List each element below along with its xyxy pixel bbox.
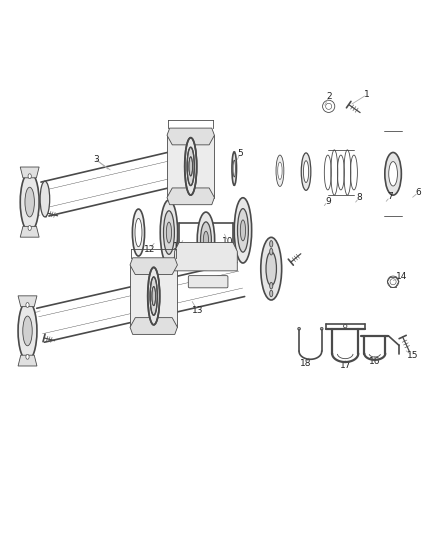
Text: 9: 9 (325, 197, 331, 206)
Ellipse shape (26, 303, 29, 308)
Ellipse shape (270, 282, 273, 289)
Text: 4: 4 (25, 214, 30, 223)
Text: 14: 14 (396, 272, 407, 280)
Ellipse shape (233, 160, 235, 177)
Ellipse shape (28, 174, 31, 179)
Ellipse shape (189, 157, 193, 176)
Ellipse shape (201, 222, 212, 259)
Polygon shape (20, 167, 39, 178)
Ellipse shape (135, 219, 142, 247)
Ellipse shape (237, 208, 248, 252)
Ellipse shape (278, 162, 282, 180)
Ellipse shape (28, 225, 31, 230)
Ellipse shape (166, 222, 172, 243)
Ellipse shape (270, 290, 273, 297)
Text: 2: 2 (326, 92, 332, 101)
Text: 4: 4 (25, 311, 30, 320)
Ellipse shape (276, 155, 284, 187)
Ellipse shape (148, 268, 160, 325)
Ellipse shape (270, 248, 273, 255)
Polygon shape (175, 243, 237, 271)
Ellipse shape (240, 220, 246, 241)
Ellipse shape (301, 153, 311, 190)
Polygon shape (167, 135, 215, 198)
Text: 13: 13 (191, 305, 203, 314)
Text: 6: 6 (416, 188, 421, 197)
FancyBboxPatch shape (188, 276, 228, 288)
Ellipse shape (261, 237, 282, 300)
Ellipse shape (25, 187, 35, 217)
Ellipse shape (150, 277, 157, 315)
Ellipse shape (266, 252, 276, 286)
Text: 17: 17 (339, 361, 351, 370)
Polygon shape (18, 355, 37, 366)
Ellipse shape (203, 231, 208, 249)
Ellipse shape (20, 172, 39, 232)
Ellipse shape (385, 152, 401, 195)
Text: 10: 10 (222, 237, 233, 246)
Text: 1: 1 (364, 90, 370, 99)
Ellipse shape (185, 138, 197, 195)
Ellipse shape (132, 209, 145, 256)
Text: 16: 16 (369, 357, 381, 366)
Ellipse shape (152, 287, 155, 305)
Text: 8: 8 (356, 193, 362, 202)
Ellipse shape (180, 149, 189, 184)
Text: 15: 15 (407, 351, 418, 360)
Polygon shape (20, 227, 39, 237)
Polygon shape (167, 128, 215, 145)
Ellipse shape (160, 200, 178, 265)
Ellipse shape (270, 240, 273, 247)
Ellipse shape (304, 161, 309, 182)
Polygon shape (18, 296, 37, 306)
Ellipse shape (23, 316, 32, 346)
Ellipse shape (232, 152, 237, 185)
Text: 11: 11 (211, 255, 222, 264)
Text: 3: 3 (93, 156, 99, 164)
Ellipse shape (40, 181, 49, 217)
Polygon shape (130, 318, 177, 334)
Ellipse shape (187, 147, 194, 185)
Text: 10: 10 (173, 243, 185, 252)
Text: 7: 7 (387, 192, 393, 201)
Ellipse shape (26, 354, 29, 359)
Ellipse shape (389, 161, 397, 186)
Polygon shape (167, 188, 215, 205)
Text: 18: 18 (300, 359, 312, 368)
Ellipse shape (197, 212, 215, 269)
Polygon shape (130, 265, 177, 327)
Ellipse shape (18, 301, 37, 361)
Polygon shape (130, 258, 177, 274)
Text: 5: 5 (237, 149, 243, 158)
Ellipse shape (163, 211, 174, 254)
Text: 12: 12 (144, 245, 155, 254)
Ellipse shape (234, 198, 252, 263)
